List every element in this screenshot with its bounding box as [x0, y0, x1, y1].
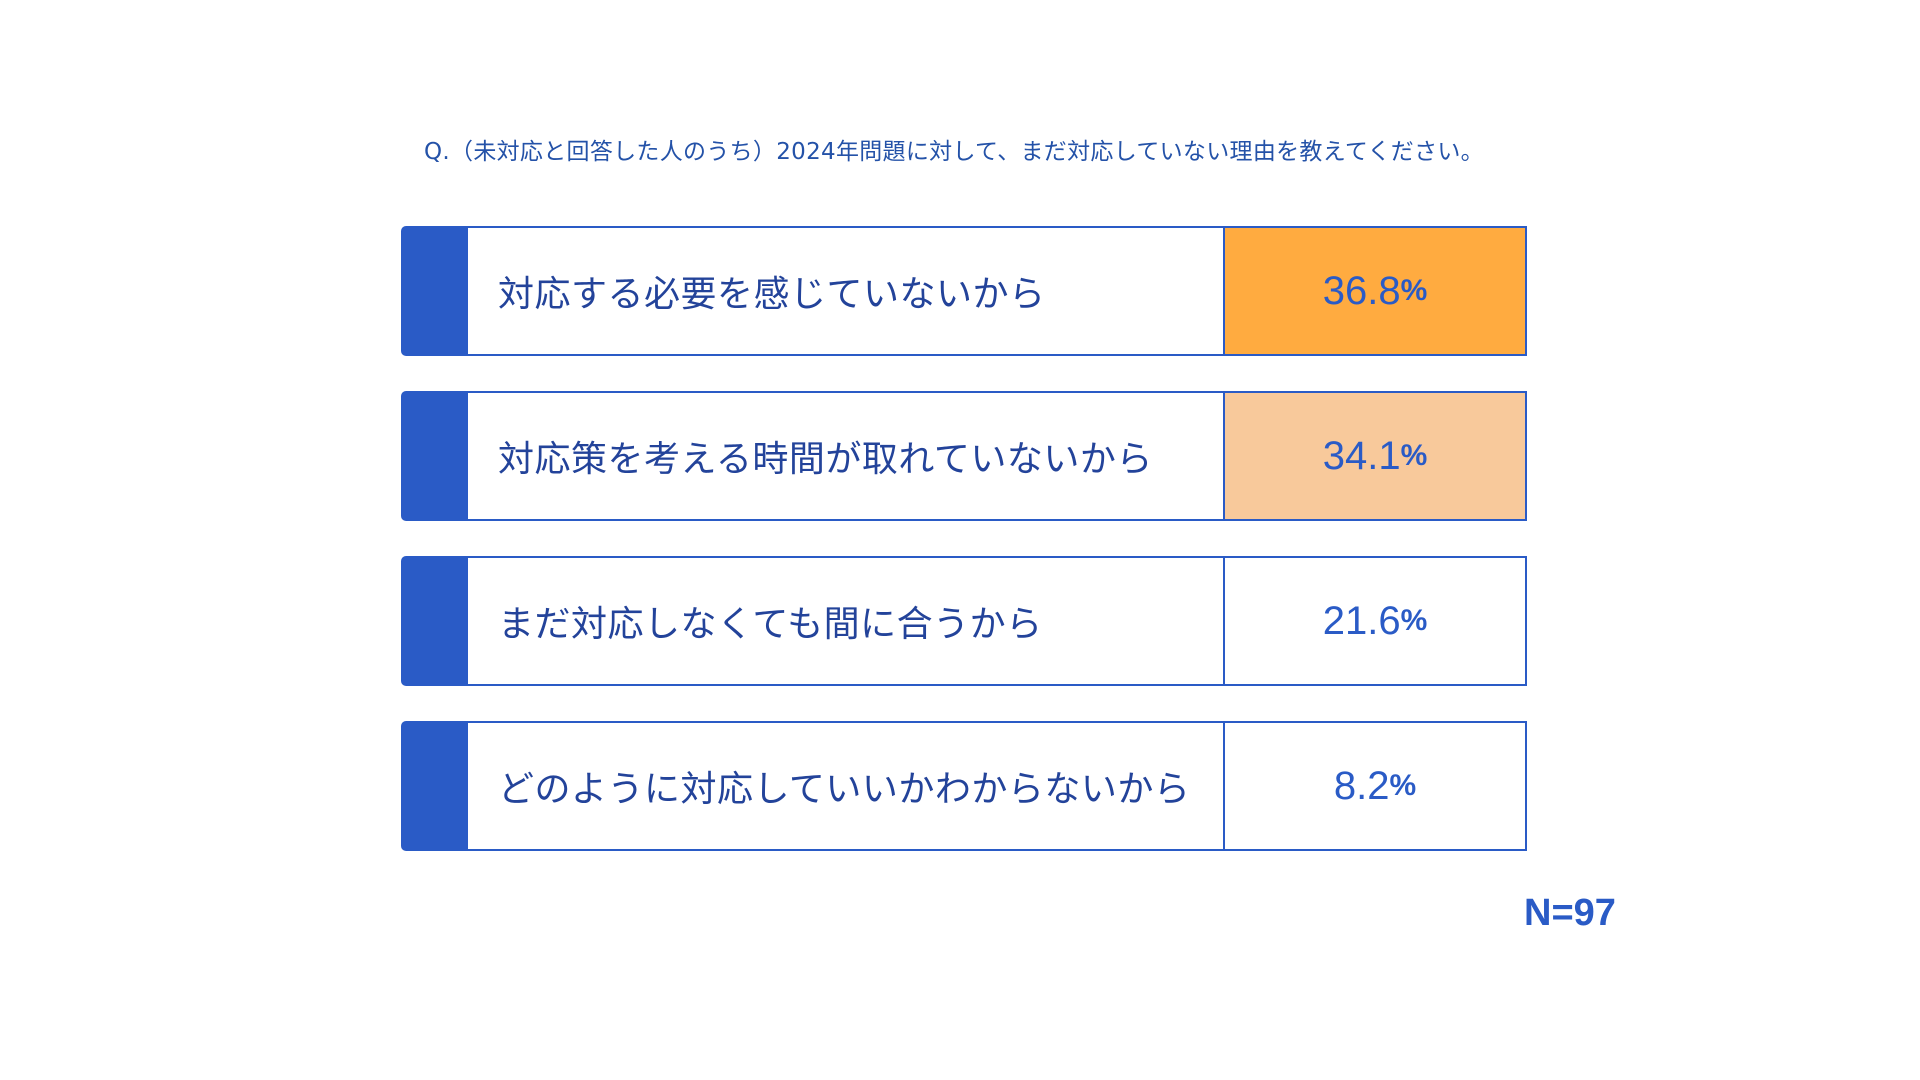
percent-sign: % [1400, 274, 1428, 307]
data-label: 34.1 [1322, 433, 1401, 478]
row-value-box: 21.6% [1225, 556, 1527, 686]
data-label: 21.6 [1322, 598, 1401, 643]
sample-size-label: N=97 [1524, 892, 1616, 934]
category-label: 対応する必要を感じていないから [498, 274, 1046, 315]
row-label-box: まだ対応しなくても間に合うから [468, 556, 1225, 686]
row-label-box: 対応策を考える時間が取れていないから [468, 391, 1225, 521]
row-value-box: 34.1% [1225, 391, 1527, 521]
percent-sign: % [1400, 439, 1428, 472]
data-label: 8.2 [1333, 763, 1390, 808]
row-accent-bar [401, 721, 468, 851]
row-value-box: 36.8% [1225, 226, 1527, 356]
answer-row: 対応策を考える時間が取れていないから 34.1% [401, 391, 1527, 521]
percent-sign: % [1389, 769, 1417, 802]
answer-list: 対応する必要を感じていないから 36.8% 対応策を考える時間が取れていないから 34… [401, 226, 1527, 851]
row-label-box: 対応する必要を感じていないから [468, 226, 1225, 356]
row-accent-bar [401, 226, 468, 356]
row-accent-bar [401, 556, 468, 686]
answer-row: どのように対応していいかわからないから 8.2% [401, 721, 1527, 851]
category-label: 対応策を考える時間が取れていないから [498, 439, 1153, 480]
row-value-box: 8.2% [1225, 721, 1527, 851]
data-label: 36.8 [1322, 268, 1401, 313]
row-accent-bar [401, 391, 468, 521]
row-label-box: どのように対応していいかわからないから [468, 721, 1225, 851]
answer-row: 対応する必要を感じていないから 36.8% [401, 226, 1527, 356]
answer-row: まだ対応しなくても間に合うから 21.6% [401, 556, 1527, 686]
category-label: まだ対応しなくても間に合うから [498, 604, 1043, 645]
percent-sign: % [1400, 604, 1428, 637]
question-text: Q.（未対応と回答した人のうち）2024年問題に対して、まだ対応していない理由を… [424, 139, 1484, 165]
category-label: どのように対応していいかわからないから [498, 769, 1191, 810]
